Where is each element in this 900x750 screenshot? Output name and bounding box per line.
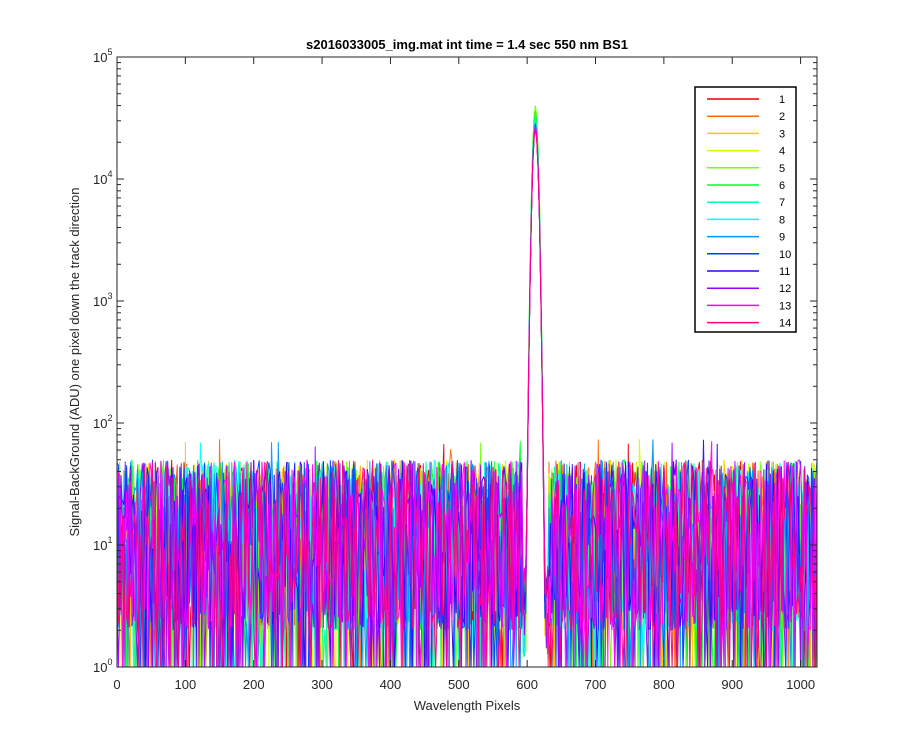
legend-label-12: 12 [779, 283, 791, 295]
x-tick-label: 200 [243, 677, 265, 692]
x-tick-label: 500 [448, 677, 470, 692]
chart-title: s2016033005_img.mat int time = 1.4 sec 5… [306, 37, 628, 52]
legend-label-14: 14 [779, 318, 791, 330]
legend-label-6: 6 [779, 180, 785, 192]
x-tick-label: 400 [380, 677, 402, 692]
legend-label-9: 9 [779, 232, 785, 244]
series-line-13 [116, 126, 818, 668]
x-tick-label: 900 [721, 677, 743, 692]
legend-label-5: 5 [779, 163, 785, 175]
legend-label-13: 13 [779, 300, 791, 312]
legend-label-10: 10 [779, 249, 791, 261]
x-tick-label: 1000 [786, 677, 815, 692]
legend-label-11: 11 [779, 266, 790, 278]
x-tick-label: 800 [653, 677, 675, 692]
axes-box [116, 56, 818, 668]
legend-label-1: 1 [779, 94, 785, 106]
x-axis-label: Wavelength Pixels [414, 698, 521, 713]
axis-ticks: 0 100 200 300 400 500 600 700 800 900 100010010110… [93, 47, 817, 692]
series-line-14 [116, 128, 818, 668]
y-axis-label: Signal-BackGround (ADU) one pixel down t… [67, 187, 82, 536]
x-tick-label: 100 [175, 677, 197, 692]
legend-box [694, 86, 797, 333]
legend-label-2: 2 [779, 111, 785, 123]
x-tick-label: 600 [516, 677, 538, 692]
legend-label-4: 4 [779, 146, 785, 158]
legend-label-8: 8 [779, 214, 785, 226]
x-tick-label: 700 [585, 677, 607, 692]
legend-label-7: 7 [779, 197, 785, 209]
x-tick-label: 300 [311, 677, 333, 692]
legend-label-3: 3 [779, 128, 785, 140]
x-tick-label: 0 [113, 677, 120, 692]
